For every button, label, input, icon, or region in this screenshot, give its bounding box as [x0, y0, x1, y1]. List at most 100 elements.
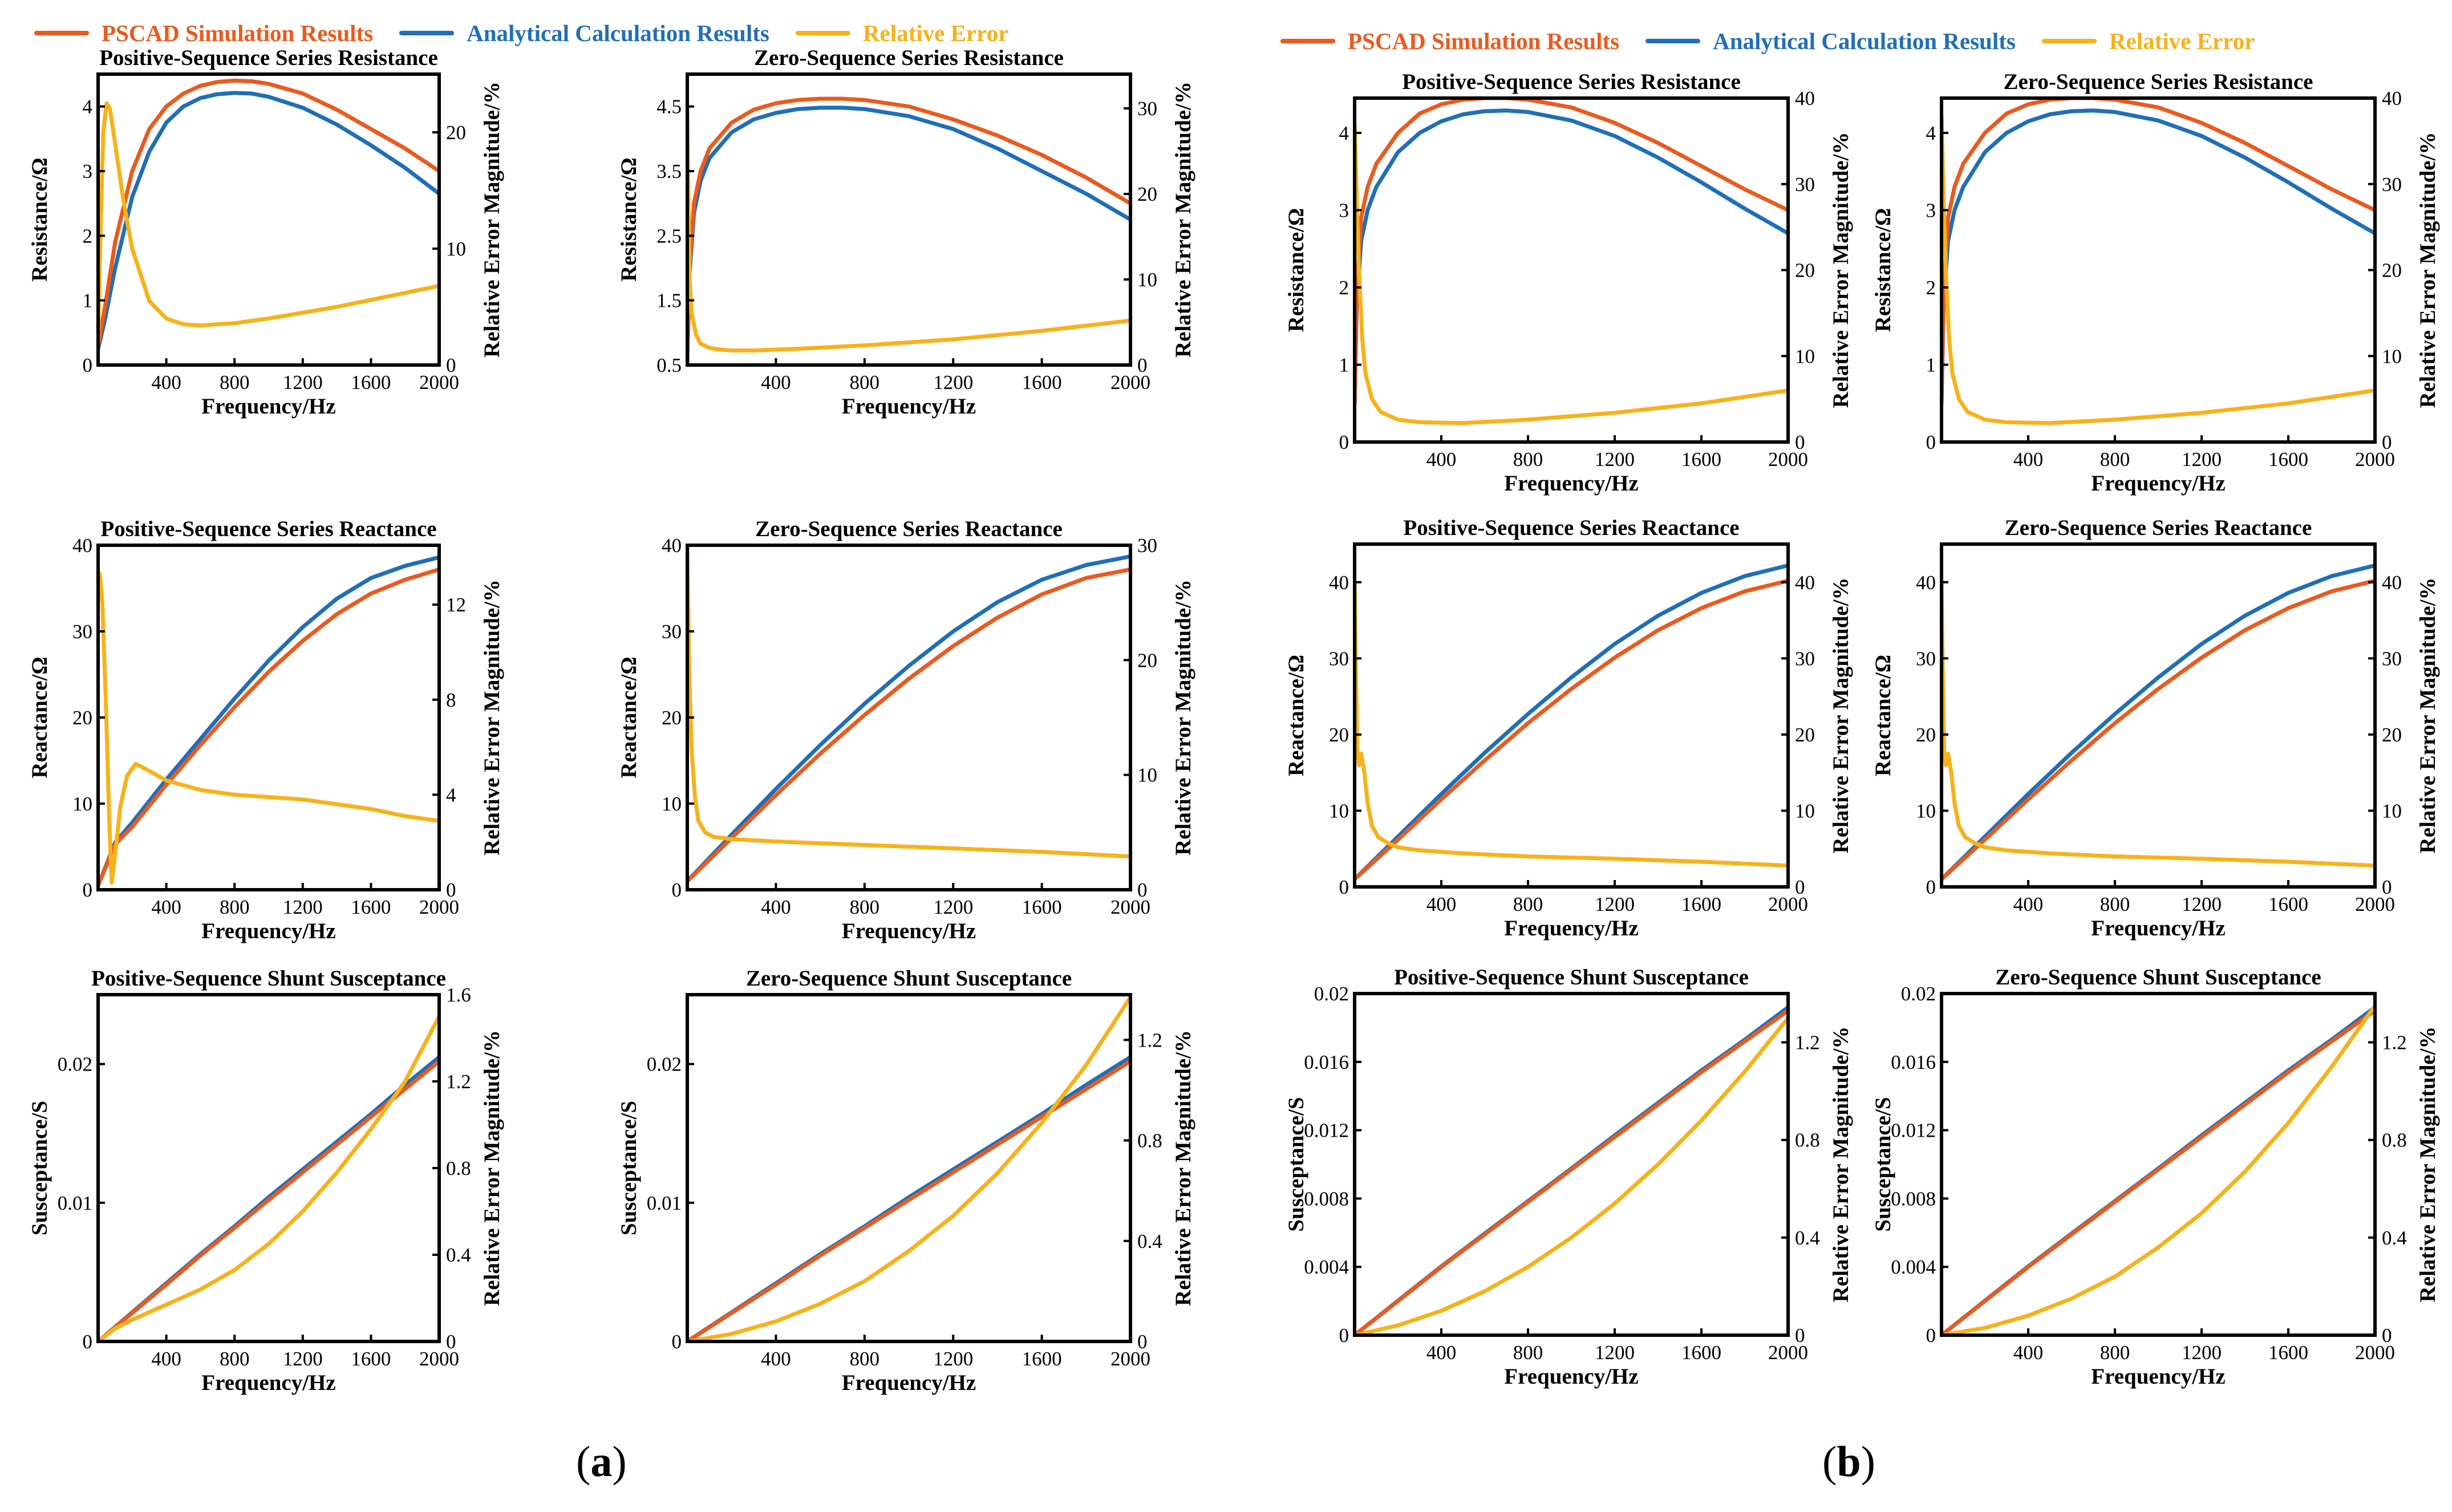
panel-label-a-text: a [590, 1438, 613, 1486]
x-axis-label: Frequency/Hz [2091, 471, 2225, 496]
y2-axis-label: Relative Error Magnitude/% [2415, 132, 2440, 408]
y-tick-label: 0 [1339, 876, 1349, 898]
chart-title: Zero-Sequence Series Reactance [2005, 516, 2312, 540]
x-tick-label: 1200 [283, 896, 323, 918]
y-axis-label: Susceptance/S [1871, 1097, 1895, 1231]
x-tick-label: 1600 [1022, 896, 1062, 918]
x-tick-label: 2000 [419, 1348, 459, 1370]
plot-frame [1353, 542, 1790, 889]
legend-label-analytical: Analytical Calculation Results [1713, 28, 2016, 54]
y-tick-label: 40 [662, 534, 682, 557]
x-tick-label: 1600 [351, 371, 391, 394]
y2-tick-label: 20 [1137, 649, 1157, 671]
series-relative-errorline [687, 995, 1130, 1341]
y2-tick-label: 0 [1137, 1331, 1148, 1353]
x-tick-label: 400 [151, 896, 181, 918]
y2-tick-label: 0 [1137, 879, 1148, 901]
x-tick-label: 2000 [1111, 896, 1150, 918]
y2-tick-label: 10 [2382, 800, 2402, 822]
chart-title: Zero-Sequence Shunt Susceptance [746, 966, 1072, 991]
x-tick-label: 800 [1513, 448, 1543, 471]
x-tick-label: 1600 [351, 1348, 391, 1370]
x-axis-label: Frequency/Hz [2091, 1364, 2225, 1389]
x-tick-label: 1200 [933, 1348, 973, 1370]
plot-frame [686, 72, 1132, 367]
x-axis-label: Frequency/Hz [201, 394, 335, 419]
y2-tick-label: 4 [446, 784, 456, 806]
x-tick-label: 2000 [2355, 1341, 2395, 1364]
y-axis-label: Susceptance/S [27, 1101, 52, 1235]
x-tick-label: 400 [761, 1348, 791, 1370]
y2-tick-label: 10 [1795, 800, 1815, 822]
series-relative-errorline [98, 101, 439, 344]
x-tick-label: 1600 [2268, 448, 2308, 471]
x-tick-label: 800 [220, 371, 250, 394]
x-tick-label: 400 [1426, 893, 1457, 915]
y-tick-label: 0.004 [1304, 1256, 1349, 1278]
y-tick-label: 40 [72, 534, 92, 557]
y2-tick-label: 30 [1137, 98, 1157, 120]
series-pscad-simulation-resultsline [1355, 1008, 1788, 1335]
plot-frame [1353, 96, 1790, 444]
legend-label-error: Relative Error [2109, 28, 2255, 54]
x-tick-label: 1600 [2268, 893, 2308, 915]
x-tick-label: 2000 [1111, 1348, 1150, 1370]
y2-axis-label: Relative Error Magnitude/% [2415, 1027, 2440, 1303]
y-tick-label: 0.02 [647, 1053, 682, 1076]
x-tick-label: 800 [220, 1348, 250, 1370]
series-pscad-simulation-resultsline [687, 96, 1130, 365]
y-tick-label: 3 [1926, 199, 1936, 221]
chart-title: Zero-Sequence Series Reactance [755, 517, 1063, 541]
chart-a2: 400 800 1200 1600 2000 0.5 1.5 2.5 3.5 4.5 0 10 20 30… [617, 46, 1195, 419]
y-tick-label: 0 [1339, 431, 1349, 453]
y-tick-label: 0.016 [1304, 1051, 1349, 1073]
series-pscad-simulation-resultsline [1942, 578, 2375, 882]
x-axis-label: Frequency/Hz [1504, 916, 1638, 941]
y2-axis-label: Relative Error Magnitude/% [480, 579, 504, 856]
x-tick-label: 400 [761, 371, 791, 394]
y2-tick-label: 0 [1795, 876, 1805, 898]
x-tick-label: 2000 [1768, 893, 1808, 915]
panel-label-a: (a) [576, 1438, 627, 1486]
series-relative-errorline [1355, 121, 1788, 425]
chart-b6: 400 800 1200 1600 200000.0040.0080.0120.0160… [1871, 965, 2440, 1389]
legend-label-analytical: Analytical Calculation Results [467, 20, 769, 46]
y-tick-label: 1 [1339, 354, 1349, 376]
y-tick-label: 10 [662, 793, 682, 815]
series-pscad-simulation-resultsline [98, 78, 439, 348]
y2-tick-label: 0 [446, 879, 456, 901]
chart-a6: 400 800 1200 1600 200000.010.0200.40.81.2Zer… [617, 966, 1195, 1395]
y-tick-label: 20 [662, 707, 682, 729]
y-tick-label: 4 [1926, 122, 1936, 144]
x-tick-label: 1600 [1022, 371, 1062, 394]
y2-tick-label: 0.4 [1137, 1230, 1162, 1252]
y2-tick-label: 10 [446, 238, 466, 260]
x-tick-label: 400 [2013, 893, 2044, 915]
x-tick-label: 1200 [1595, 448, 1635, 471]
y-tick-label: 0.01 [58, 1192, 92, 1214]
y2-tick-label: 0.4 [2382, 1227, 2407, 1249]
y2-tick-label: 20 [446, 121, 466, 144]
y2-tick-label: 1.2 [1795, 1032, 1820, 1054]
y2-tick-label: 10 [1795, 345, 1815, 367]
panel-label-b: (b) [1822, 1438, 1875, 1486]
plot-frame [96, 993, 441, 1343]
y-tick-label: 0.012 [1304, 1120, 1349, 1142]
y-tick-label: 4 [83, 96, 93, 118]
y2-tick-label: 20 [1137, 183, 1157, 205]
x-tick-label: 800 [1513, 1341, 1543, 1364]
x-tick-label: 400 [761, 896, 791, 918]
chart-title: Positive-Sequence Shunt Susceptance [1394, 965, 1749, 990]
y2-tick-label: 0.4 [1795, 1227, 1820, 1249]
series-relative-errorline [1942, 1003, 2375, 1335]
y-tick-label: 0.008 [1891, 1187, 1936, 1210]
y2-tick-label: 0.8 [1137, 1130, 1162, 1152]
chart-title: Zero-Sequence Series Resistance [2003, 70, 2313, 94]
chart-b3: 400 800 1200 1600 2000010203040010203040Posi… [1284, 516, 1853, 941]
y2-tick-label: 0.8 [2382, 1129, 2407, 1152]
y-tick-label: 0.02 [1314, 983, 1349, 1005]
chart-b2: 400 800 1200 1600 200001234010203040Zero-Seq… [1871, 70, 2440, 496]
y2-axis-label: Relative Error Magnitude/% [1171, 1030, 1195, 1306]
y-tick-label: 40 [1329, 571, 1349, 594]
plot-frame [96, 544, 441, 891]
